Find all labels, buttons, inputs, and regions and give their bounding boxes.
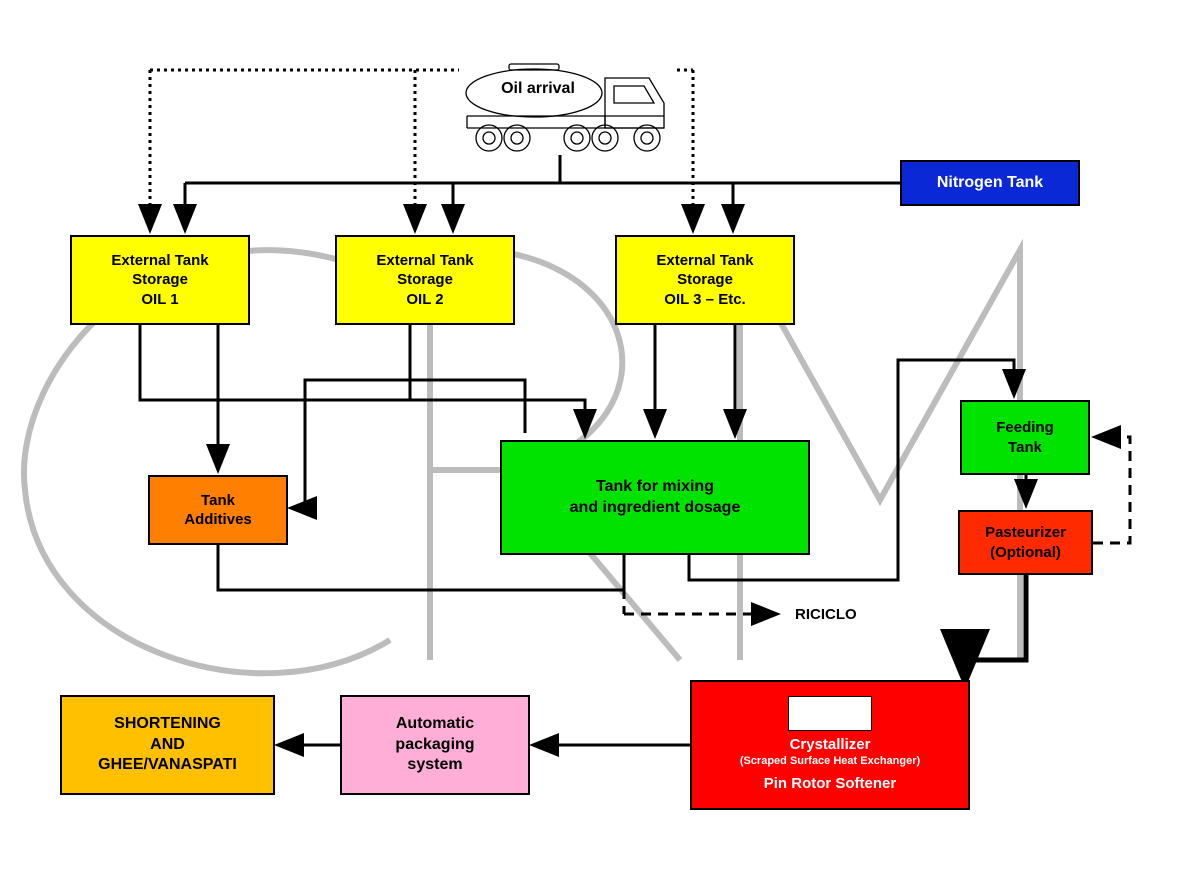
oil-arrival-label: Oil arrival (488, 80, 588, 98)
node-line: OIL 3 – Etc. (664, 290, 745, 310)
node-packaging: Automatic packaging system (340, 695, 530, 795)
oil-truck-icon (459, 58, 677, 156)
node-line: Pin Rotor Softener (764, 774, 897, 794)
node-external-tank-1: External Tank Storage OIL 1 (70, 235, 250, 325)
node-line: External Tank (656, 251, 753, 271)
node-pasteurizer: Pasteurizer (Optional) (958, 510, 1093, 575)
node-line: External Tank (376, 251, 473, 271)
node-output: SHORTENING AND GHEE/VANASPATI (60, 695, 275, 795)
node-line: packaging (395, 735, 474, 756)
node-nitrogen-tank: Nitrogen Tank (900, 160, 1080, 206)
node-line: (Scraped Surface Heat Exchanger) (740, 754, 920, 768)
node-line: SHORTENING (114, 714, 221, 735)
node-line: Storage (132, 270, 188, 290)
node-line: Tank (1008, 438, 1042, 458)
node-feeding-tank: Feeding Tank (960, 400, 1090, 475)
node-line: and ingredient dosage (570, 498, 741, 519)
node-line: system (407, 755, 462, 776)
flowchart-diagram: Oil arrival RICICLO Nitrogen Tank Extern… (0, 0, 1196, 875)
node-line: Automatic (396, 714, 474, 735)
node-line: GHEE/VANASPATI (98, 755, 237, 776)
riciclo-label: RICICLO (795, 606, 857, 623)
node-external-tank-2: External Tank Storage OIL 2 (335, 235, 515, 325)
node-line: Pasteurizer (985, 523, 1066, 543)
node-label: Nitrogen Tank (937, 173, 1043, 194)
node-line: Feeding (996, 418, 1054, 438)
node-line: Additives (184, 510, 252, 530)
node-tank-additives: Tank Additives (148, 475, 288, 545)
node-line: Storage (397, 270, 453, 290)
node-line: AND (150, 735, 185, 756)
node-line: (Optional) (990, 543, 1061, 563)
node-sshe-crystallizer: SSHE Crystallizer (Scraped Surface Heat … (690, 680, 970, 810)
sshe-title: SSHE (788, 696, 872, 731)
node-line: External Tank (111, 251, 208, 271)
node-mixing-tank: Tank for mixing and ingredient dosage (500, 440, 810, 555)
node-line: Tank for mixing (596, 477, 714, 498)
node-line: OIL 1 (141, 290, 178, 310)
node-line: Tank (201, 491, 235, 511)
node-line: Crystallizer (790, 735, 871, 755)
node-line: OIL 2 (406, 290, 443, 310)
node-external-tank-3: External Tank Storage OIL 3 – Etc. (615, 235, 795, 325)
node-line: Storage (677, 270, 733, 290)
